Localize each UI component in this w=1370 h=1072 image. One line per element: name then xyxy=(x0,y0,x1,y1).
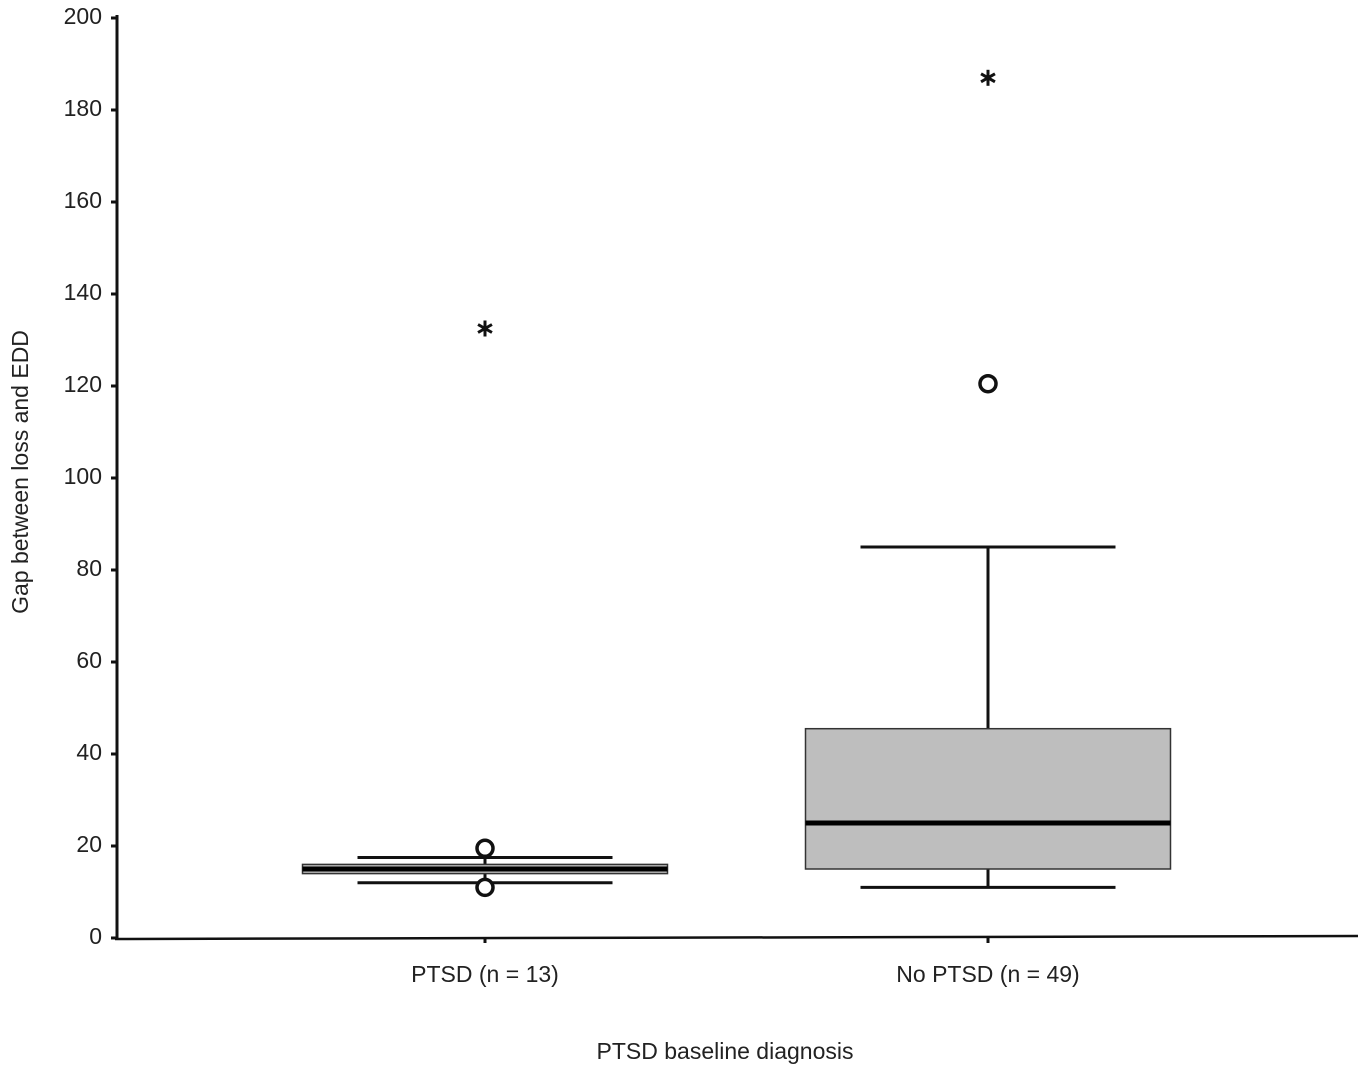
extreme xyxy=(980,69,996,86)
x-tick-label: No PTSD (n = 49) xyxy=(896,961,1079,987)
y-tick-label: 120 xyxy=(64,371,102,397)
x-axis xyxy=(114,934,1359,941)
extreme-stroke xyxy=(980,72,996,84)
outlier xyxy=(978,373,998,394)
y-tick-label: 180 xyxy=(64,95,102,121)
y-tick-label: 20 xyxy=(76,831,102,857)
box xyxy=(804,727,1172,870)
y-tick-label: 100 xyxy=(64,463,102,489)
y-tick-label: 60 xyxy=(76,647,102,673)
y-tick-label: 140 xyxy=(64,279,102,305)
extreme xyxy=(477,320,493,337)
outlier xyxy=(475,838,495,859)
x-axis-label: PTSD baseline diagnosis xyxy=(597,1038,854,1064)
extreme-stroke xyxy=(477,323,493,334)
y-tick-label: 0 xyxy=(89,923,102,949)
y-axis-label: Gap between loss and EDD xyxy=(7,330,33,614)
x-tick-label: PTSD (n = 13) xyxy=(411,961,559,987)
outlier xyxy=(475,877,495,898)
y-tick-label: 40 xyxy=(76,739,102,765)
y-tick-label: 200 xyxy=(64,3,102,29)
y-tick-label: 80 xyxy=(76,555,102,581)
y-tick-label: 160 xyxy=(64,187,102,213)
